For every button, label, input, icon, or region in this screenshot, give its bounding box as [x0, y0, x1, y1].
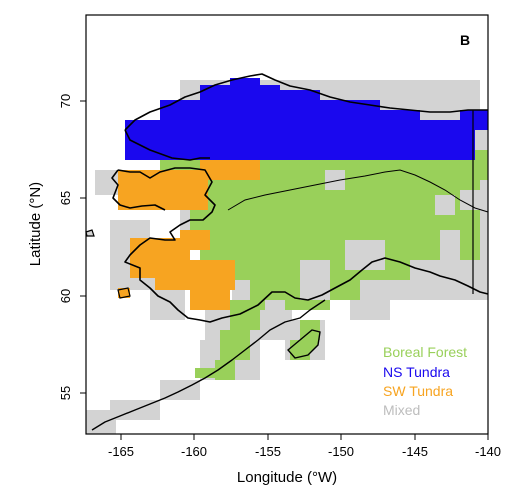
legend-item-mixed: Mixed	[383, 402, 420, 418]
plot-frame	[85, 14, 489, 435]
legend: Boreal Forest NS Tundra SW Tundra Mixed	[383, 344, 467, 418]
yukon-river	[227, 169, 489, 213]
boreal-forest-region	[160, 130, 488, 380]
plot-area	[85, 14, 489, 435]
legend-item-boreal-forest: Boreal Forest	[383, 344, 467, 360]
legend-item-ns-tundra: NS Tundra	[383, 364, 450, 380]
y-axis-title: Latitude (°N)	[27, 182, 44, 266]
panel-label: B	[460, 32, 470, 48]
island-west	[85, 229, 95, 237]
x-tick-label-155: -155	[255, 444, 281, 459]
x-axis: -165 -160 -155 -150 -145 -140 Longitude …	[108, 434, 501, 486]
y-tick-label-60: 60	[58, 289, 73, 303]
kodiak-island	[287, 329, 321, 359]
x-tick-label-145: -145	[402, 444, 428, 459]
island-nunivak	[117, 287, 131, 299]
x-tick-label-140: -140	[475, 444, 501, 459]
x-axis-title: Longitude (°W)	[237, 469, 337, 486]
x-tick-label-160: -160	[181, 444, 207, 459]
y-axis: 70 65 60 55 Latitude (°N)	[27, 94, 86, 400]
alaska-peninsula-coast	[91, 299, 326, 431]
x-tick-label-150: -150	[328, 444, 354, 459]
y-tick-label-70: 70	[58, 94, 73, 108]
alaska-coastline	[111, 73, 489, 323]
x-tick-label-165: -165	[108, 444, 134, 459]
y-tick-label-55: 55	[58, 386, 73, 400]
y-tick-label-65: 65	[58, 191, 73, 205]
legend-item-sw-tundra: SW Tundra	[383, 383, 453, 399]
